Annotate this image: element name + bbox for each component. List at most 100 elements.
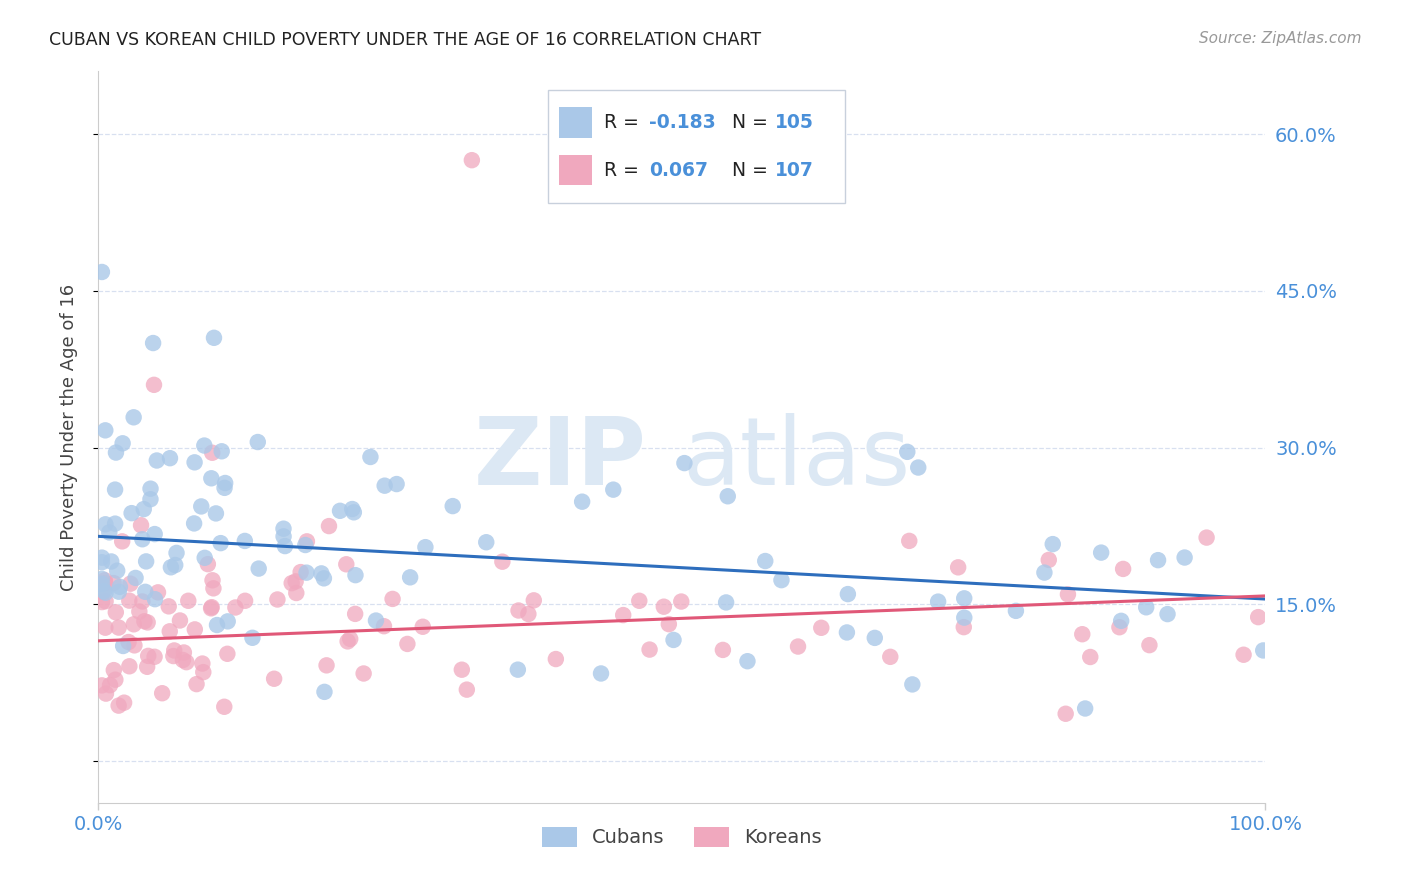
Point: [1112, 562, 1135, 576]
Point: [157, 599, 180, 614]
Point: [94, 585, 117, 599]
Point: [104, 445, 127, 459]
Point: [1090, 546, 1112, 560]
Point: [1135, 600, 1157, 615]
Point: [441, 499, 464, 513]
Legend: Cubans, Koreans: Cubans, Koreans: [534, 819, 830, 855]
Point: [202, 331, 225, 345]
Point: [131, 594, 153, 608]
Point: [1232, 648, 1254, 662]
Point: [217, 647, 239, 661]
Text: R =: R =: [603, 161, 644, 179]
Point: [94, 621, 117, 635]
Point: [183, 516, 205, 531]
FancyBboxPatch shape: [560, 154, 592, 186]
Point: [658, 617, 681, 632]
Point: [901, 677, 924, 691]
Point: [1139, 638, 1161, 652]
Point: [217, 615, 239, 629]
Point: [450, 663, 472, 677]
Point: [112, 639, 135, 653]
Point: [197, 557, 219, 571]
Point: [172, 653, 194, 667]
Point: [711, 643, 734, 657]
Point: [835, 625, 858, 640]
Point: [837, 587, 859, 601]
Point: [952, 620, 974, 634]
Point: [879, 649, 901, 664]
Point: [353, 666, 375, 681]
Point: [193, 665, 215, 680]
Point: [121, 506, 143, 520]
Point: [103, 663, 125, 677]
Point: [461, 153, 484, 168]
Point: [714, 595, 737, 609]
Point: [628, 594, 651, 608]
Point: [314, 685, 336, 699]
Point: [132, 502, 155, 516]
Point: [177, 594, 200, 608]
Point: [90, 555, 112, 569]
Y-axis label: Child Poverty Under the Age of 16: Child Poverty Under the Age of 16: [59, 284, 77, 591]
Point: [385, 477, 408, 491]
Point: [896, 445, 918, 459]
Point: [163, 643, 186, 657]
Point: [90, 550, 112, 565]
Point: [673, 456, 696, 470]
Point: [1251, 643, 1274, 657]
Point: [671, 594, 693, 608]
FancyBboxPatch shape: [560, 107, 592, 138]
Point: [100, 554, 122, 568]
Point: [1071, 627, 1094, 641]
Point: [146, 585, 169, 599]
Point: [166, 546, 188, 560]
Point: [1108, 620, 1130, 634]
Point: [108, 580, 131, 594]
Point: [523, 593, 546, 607]
Text: Source: ZipAtlas.com: Source: ZipAtlas.com: [1198, 31, 1361, 46]
Point: [200, 471, 222, 485]
Point: [90, 576, 112, 591]
Point: [90, 595, 112, 609]
Point: [953, 591, 976, 606]
Point: [311, 566, 333, 581]
Text: 107: 107: [775, 161, 814, 179]
Point: [94, 687, 117, 701]
Point: [475, 535, 498, 549]
Point: [169, 614, 191, 628]
Point: [118, 659, 141, 673]
Point: [1038, 553, 1060, 567]
Point: [335, 558, 357, 572]
Point: [1042, 537, 1064, 551]
Point: [364, 614, 387, 628]
Point: [173, 645, 195, 659]
Text: N =: N =: [733, 113, 773, 132]
Point: [94, 574, 117, 588]
Point: [399, 570, 422, 584]
Point: [491, 555, 513, 569]
Point: [863, 631, 886, 645]
Point: [136, 615, 159, 630]
Point: [247, 561, 270, 575]
Point: [1247, 610, 1270, 624]
Point: [295, 566, 318, 580]
Point: [374, 478, 396, 492]
Point: [1033, 566, 1056, 580]
Point: [191, 657, 214, 671]
Point: [754, 554, 776, 568]
Point: [290, 565, 312, 579]
Point: [396, 637, 419, 651]
Point: [737, 654, 759, 668]
Point: [456, 682, 478, 697]
Point: [344, 568, 367, 582]
Point: [274, 539, 297, 553]
Point: [927, 594, 949, 608]
Point: [205, 618, 228, 632]
Point: [176, 655, 198, 669]
Point: [193, 438, 215, 452]
Point: [103, 576, 125, 591]
Point: [1078, 650, 1101, 665]
Point: [160, 560, 183, 574]
Point: [111, 534, 134, 549]
Point: [343, 505, 366, 519]
